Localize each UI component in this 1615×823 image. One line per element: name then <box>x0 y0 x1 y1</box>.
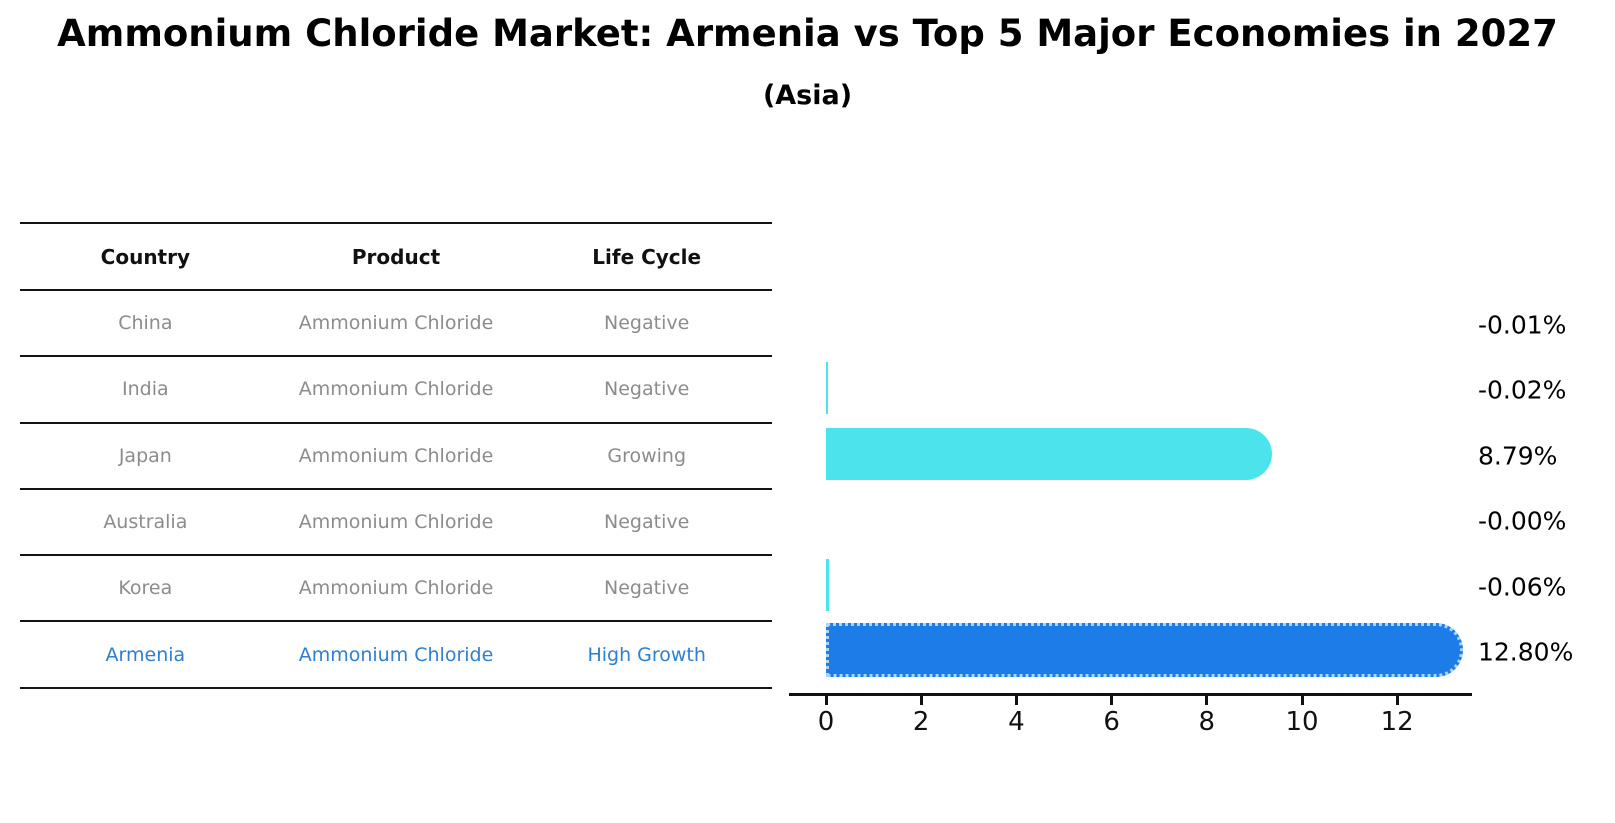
x-tick-label: 6 <box>1103 707 1120 737</box>
bar-japan <box>826 427 1273 480</box>
table-cell-product: Ammonium Chloride <box>298 378 494 401</box>
value-label-japan: 8.79% <box>1478 441 1558 471</box>
value-label-korea: -0.06% <box>1478 572 1567 602</box>
bar-india <box>826 362 828 415</box>
table-row-armenia: Armenia Ammonium Chloride High Growth <box>20 622 772 689</box>
table-row-india: India Ammonium Chloride Negative <box>20 357 772 424</box>
bar-korea <box>826 558 829 611</box>
table-cell-life-cycle: Growing <box>607 444 687 467</box>
table-cell-life-cycle: High Growth <box>587 643 706 666</box>
table-cell-product: Ammonium Chloride <box>298 577 494 600</box>
table-cell-life-cycle: Negative <box>604 312 690 335</box>
table-cell-life-cycle: Negative <box>604 378 690 401</box>
x-tick-mark <box>1014 696 1018 705</box>
x-tick-mark <box>1110 696 1114 705</box>
table-cell-country: China <box>118 312 173 335</box>
table-cell-product: Ammonium Chloride <box>298 312 494 335</box>
table-cell-product: Ammonium Chloride <box>298 511 494 534</box>
table-cell-country: Armenia <box>105 643 186 666</box>
x-tick-mark <box>1205 696 1209 705</box>
table-row-china: China Ammonium Chloride Negative <box>20 291 772 358</box>
table-cell-product: Ammonium Chloride <box>298 643 494 666</box>
table-cell-life-cycle: Negative <box>604 577 690 600</box>
table-cell-country: India <box>122 378 169 401</box>
value-label-india: -0.02% <box>1478 375 1567 405</box>
x-tick-label: 12 <box>1380 707 1414 737</box>
bar-armenia <box>826 623 1464 677</box>
value-label-china: -0.01% <box>1478 310 1567 340</box>
x-tick-mark <box>1395 696 1399 705</box>
table-row-australia: Australia Ammonium Chloride Negative <box>20 490 772 557</box>
table-cell-country: Japan <box>118 444 172 467</box>
x-tick-label: 4 <box>1008 707 1025 737</box>
x-tick-label: 2 <box>912 707 930 737</box>
x-tick-label: 0 <box>817 707 835 737</box>
x-tick-label: 8 <box>1198 707 1216 737</box>
x-axis-line <box>789 693 1472 696</box>
table-cell-country: Korea <box>118 577 173 600</box>
table-row-japan: Japan Ammonium Chloride Growing <box>20 424 772 490</box>
x-tick-mark <box>824 696 828 705</box>
table-row-korea: Korea Ammonium Chloride Negative <box>20 556 772 623</box>
x-tick-mark <box>1300 696 1304 705</box>
column-header-country: Country <box>100 244 191 269</box>
country-comparison-table: Country Product Life Cycle China Ammonium… <box>20 222 772 689</box>
table-cell-country: Australia <box>103 511 188 534</box>
table-cell-product: Ammonium Chloride <box>298 444 494 467</box>
value-label-armenia: 12.80% <box>1478 637 1574 667</box>
table-cell-life-cycle: Negative <box>604 511 690 534</box>
column-header-product: Product <box>351 244 441 269</box>
value-label-australia: -0.00% <box>1478 506 1567 536</box>
table-header-row: Country Product Life Cycle <box>20 224 772 291</box>
chart-title: Ammonium Chloride Market: Armenia vs Top… <box>57 12 1558 55</box>
x-tick-label: 10 <box>1285 707 1319 737</box>
chart-subtitle: (Asia) <box>762 80 853 111</box>
column-header-life-cycle: Life Cycle <box>592 244 702 269</box>
x-tick-mark <box>919 696 923 705</box>
